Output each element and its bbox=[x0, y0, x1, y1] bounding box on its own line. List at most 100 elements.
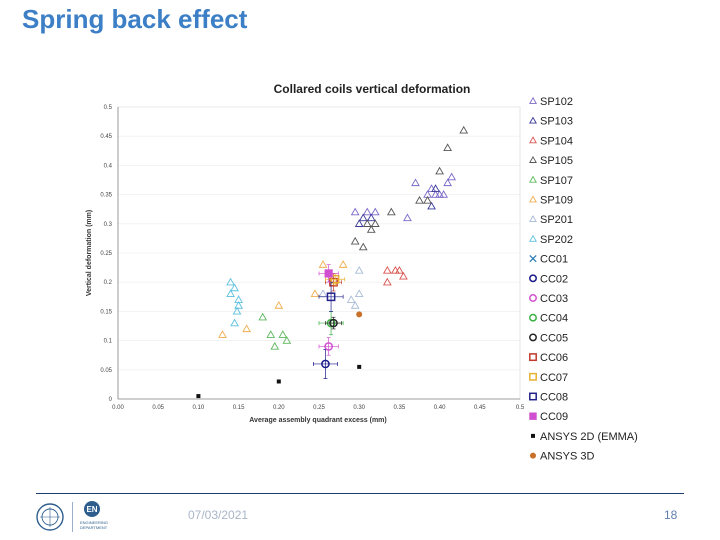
legend-marker-sp107 bbox=[529, 175, 537, 183]
legend-marker-cc01 bbox=[529, 254, 537, 263]
point-sp202 bbox=[226, 289, 235, 298]
point-sp102 bbox=[403, 213, 412, 222]
point-sp201 bbox=[354, 266, 364, 274]
en-department-logo: EN bbox=[84, 501, 100, 517]
legend-label-cc08: CC08 bbox=[540, 392, 568, 404]
point-sp107 bbox=[282, 336, 292, 344]
legend-label-cc05: CC05 bbox=[540, 332, 568, 344]
point-sp102 bbox=[350, 207, 360, 216]
error-bar-cc03 bbox=[318, 337, 339, 356]
cern-logo bbox=[36, 503, 64, 531]
point-cc07 bbox=[330, 274, 340, 284]
point-cc03 bbox=[324, 342, 333, 351]
legend-label-ansys-3d: ANSYS 3D bbox=[540, 451, 594, 463]
point-sp201 bbox=[346, 295, 356, 303]
point-sp109 bbox=[318, 260, 328, 268]
point-cc02 bbox=[321, 359, 330, 369]
x-tick-label: 0.10 bbox=[193, 405, 205, 411]
legend-marker-sp109 bbox=[529, 195, 537, 203]
legend-marker-cc05 bbox=[529, 333, 537, 342]
point-sp105 bbox=[386, 207, 396, 216]
point-sp105 bbox=[362, 219, 372, 227]
point-sp104 bbox=[382, 277, 392, 286]
point-sp102 bbox=[411, 178, 420, 187]
point-sp103 bbox=[427, 201, 436, 210]
point-sp109 bbox=[310, 289, 320, 298]
point-ansys-2d-emma bbox=[357, 364, 362, 369]
legend-marker-sp202 bbox=[529, 234, 537, 242]
legend-label-cc03: CC03 bbox=[540, 293, 568, 305]
legend-label-cc01: CC01 bbox=[540, 254, 568, 266]
x-tick-label: 0.15 bbox=[233, 405, 245, 411]
point-sp105 bbox=[423, 195, 432, 204]
legend-label-sp102: SP102 bbox=[540, 96, 573, 108]
point-sp109 bbox=[218, 330, 227, 338]
legend-label-sp103: SP103 bbox=[540, 116, 573, 128]
legend-marker-sp201 bbox=[529, 215, 537, 223]
logo-separator bbox=[72, 502, 73, 532]
point-sp109 bbox=[242, 324, 252, 333]
legend-marker-cc09 bbox=[529, 412, 537, 420]
point-sp105 bbox=[443, 143, 453, 152]
legend-label-cc06: CC06 bbox=[540, 352, 568, 364]
point-sp105 bbox=[350, 236, 360, 245]
legend-marker-cc03 bbox=[529, 294, 537, 302]
point-sp104 bbox=[395, 266, 404, 274]
y-axis-label: Vertical deformation (mm) bbox=[86, 210, 93, 296]
point-sp103 bbox=[431, 184, 440, 192]
point-sp102 bbox=[439, 190, 448, 198]
y-tick-label: 0.5 bbox=[104, 105, 113, 111]
legend-marker-ansys-2d-emma bbox=[531, 433, 535, 438]
x-tick-label: 0.20 bbox=[273, 405, 285, 411]
point-ansys-3d bbox=[356, 311, 363, 318]
x-tick-label: 0.35 bbox=[394, 405, 406, 411]
legend-label-sp201: SP201 bbox=[540, 214, 573, 226]
point-sp105 bbox=[370, 219, 380, 227]
tick-labels: 0.00 0.05 0.10 0.15 0.20 0.25 0.3 0 0.35 0.40 0.45… bbox=[100, 105, 525, 411]
y-tick-label: 0.1 bbox=[104, 339, 113, 345]
data-marks bbox=[196, 125, 469, 399]
point-sp202 bbox=[230, 318, 239, 327]
point-sp202 bbox=[232, 306, 242, 315]
y-tick-label: 0.4 bbox=[104, 163, 113, 169]
x-tick-label: 0.5 bbox=[516, 405, 525, 411]
legend-label-sp202: SP202 bbox=[540, 234, 573, 246]
point-cc08 bbox=[326, 292, 336, 302]
point-cc05 bbox=[329, 318, 338, 328]
y-tick-label: 0.25 bbox=[100, 251, 112, 257]
y-tick-label: 0.35 bbox=[100, 193, 112, 199]
y-tick-label: 0.3 bbox=[104, 222, 113, 228]
page-number: 18 bbox=[664, 508, 678, 522]
y-tick-label: 0.45 bbox=[100, 134, 112, 140]
legend-marker-cc02 bbox=[529, 274, 537, 283]
point-sp103 bbox=[358, 213, 368, 222]
x-tick-label: 0.05 bbox=[152, 405, 164, 411]
point-cc09 bbox=[324, 269, 333, 278]
point-sp202 bbox=[226, 277, 235, 286]
legend-marker-cc07 bbox=[529, 372, 537, 381]
legend-label-cc09: CC09 bbox=[540, 411, 568, 423]
x-tick-label: 0.00 bbox=[112, 405, 124, 411]
chart-title: Collared coils vertical deformation bbox=[274, 82, 471, 96]
y-tick-label: 0 bbox=[109, 397, 113, 403]
vertical-deformation-chart: Collared coils vertical deformation 0.00… bbox=[86, 82, 638, 463]
error-bar-cc08 bbox=[318, 281, 344, 312]
point-sp102 bbox=[447, 172, 457, 181]
point-sp107 bbox=[266, 330, 276, 338]
legend-marker-cc04 bbox=[529, 313, 537, 322]
point-sp102 bbox=[362, 207, 372, 216]
point-sp107 bbox=[278, 330, 288, 338]
legend-marker-cc06 bbox=[529, 353, 537, 362]
legend-marker-sp104 bbox=[529, 136, 537, 144]
point-sp202 bbox=[234, 301, 243, 309]
footer-date: 07/03/2021 bbox=[188, 508, 249, 522]
point-sp105 bbox=[415, 195, 424, 204]
legend-label-cc04: CC04 bbox=[540, 313, 568, 325]
legend-label-cc02: CC02 bbox=[540, 273, 568, 285]
point-sp109 bbox=[274, 301, 284, 309]
x-axis-label: Average assembly quadrant excess (mm) bbox=[249, 417, 386, 424]
point-sp201 bbox=[354, 289, 364, 298]
point-sp105 bbox=[366, 225, 376, 233]
en-logo-subtitle: ENGINEERING DEPARTMENT bbox=[80, 520, 109, 530]
x-tick-label: 0.40 bbox=[434, 405, 446, 411]
